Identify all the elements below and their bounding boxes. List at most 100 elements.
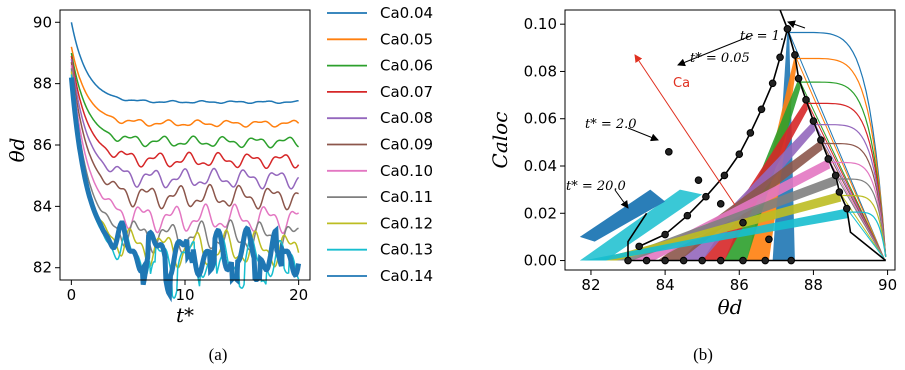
panel-b-marker (720, 171, 729, 180)
panel-b-marker (787, 256, 795, 265)
ca-arrow-label: Ca (673, 76, 690, 91)
panel-b-xtick-label: 84 (656, 276, 675, 294)
panel-a-legend-label: Ca0.10 (380, 162, 433, 180)
panel-a-xtick-label: 10 (175, 286, 194, 304)
panel-b-envelope-9 (846, 211, 887, 258)
panel-b-marker (679, 256, 688, 265)
panel-b-marker (794, 74, 803, 83)
panel-b-marker (661, 230, 669, 239)
panel-b-marker (831, 171, 840, 180)
ca-arrow (634, 54, 736, 206)
panel-a-xlabel: t* (176, 303, 194, 327)
panel-b-band-cyan (579, 189, 703, 261)
panel-a-legend-label: Ca0.09 (380, 136, 433, 154)
panel-a-legend: Ca0.04 Ca0.05 Ca0.06 Ca0.07 Ca0.08 Ca0.09 Ca0.… (327, 4, 433, 285)
panel-b-envelope-2 (798, 81, 887, 258)
panel-b-marker (783, 25, 792, 33)
panel-a-ytick-label: 90 (33, 13, 52, 31)
panel-b-ytick-label: 0.00 (524, 252, 557, 270)
panel-a-xtick-label: 0 (67, 286, 77, 304)
panel-b-marker (694, 176, 703, 184)
panel-b-marker (824, 155, 833, 163)
panel-b-marker (757, 105, 766, 114)
panel-b-ytick-label: 0.04 (524, 157, 557, 175)
panel-a-line-ca0.14 (68, 77, 302, 303)
t-eps-arrow (677, 34, 754, 67)
panel-b-envelope-7 (835, 178, 887, 258)
panel-b-marker (746, 129, 755, 137)
panel-b-marker (735, 150, 744, 158)
t-20-arrow (614, 189, 629, 209)
panel-a-legend-label: Ca0.07 (380, 83, 433, 101)
panel-b-decay-9 (846, 208, 885, 259)
panel-b-points (624, 25, 851, 265)
t-eps-label: tϵ = 1. (740, 29, 784, 44)
panel-a-ytick-label: 84 (33, 197, 52, 215)
panel-b-band-8 (594, 192, 842, 261)
panel-b-decay-7 (835, 175, 885, 259)
panel-b-ticks: 82 84 86 88 90 0.00 0.02 0.04 0.06 0.08 0.10 (524, 15, 898, 294)
panel-b-ytick-label: 0.10 (524, 15, 557, 33)
panel-b-envelope-1 (794, 57, 887, 258)
panel-b-ytick-label: 0.06 (524, 110, 557, 128)
panel-b-marker (739, 218, 747, 227)
panel-b-marker (761, 256, 770, 265)
panel-b-envelope-0 (787, 31, 887, 258)
panel-b-marker (802, 96, 810, 104)
t-2-arrow (627, 127, 659, 142)
panel-b-band-7 (609, 175, 838, 261)
t-005-label: t* = 0.05 (690, 51, 750, 66)
panel-a-series-group (68, 22, 302, 303)
panel-b-marker (768, 79, 777, 88)
panel-a-line-ca0.04 (70, 22, 299, 105)
panel-a-ticks: 0 10 20 82 84 86 88 90 (33, 13, 308, 304)
panel-b-xtick-label: 86 (730, 276, 749, 294)
panel-a-ylabel: θd (5, 138, 29, 163)
panel-b-envelope-8 (839, 194, 887, 258)
panel-b-marker (842, 204, 851, 213)
panel-b-band-blue (579, 189, 666, 242)
panel-b-envelope-5 (820, 142, 887, 258)
panel-a-ytick-label: 88 (33, 75, 52, 93)
panel-b-marker (716, 256, 725, 265)
panel-a-ytick-label: 82 (33, 259, 52, 277)
panel-a-legend-label: Ca0.04 (380, 4, 433, 22)
panel-b-marker (624, 256, 632, 265)
panel-a-line-ca0.10 (70, 65, 300, 235)
panel-b-marker (835, 188, 844, 196)
panel-b-marker (665, 148, 673, 156)
panel-b-ytick-label: 0.02 (524, 204, 557, 222)
panel-b-decay-8 (838, 191, 885, 259)
panel-b-marker (683, 211, 692, 220)
panel-a-legend-label: Ca0.06 (380, 57, 433, 75)
panel-a-legend-label: Ca0.05 (380, 30, 433, 48)
panel-b-ytick-label: 0.08 (524, 62, 557, 80)
panel-a-legend-label: Ca0.13 (380, 241, 433, 259)
panel-a-line-ca0.07 (70, 55, 300, 170)
panel-a-ytick-label: 86 (33, 136, 52, 154)
panel-b-marker (791, 51, 799, 59)
panel-b-marker (642, 256, 651, 265)
panel-b-ylabel: Caloc (488, 112, 512, 169)
panel-b-decay-1 (794, 54, 885, 259)
panel-a-line-ca0.08 (70, 58, 300, 190)
panel-a-xtick-label: 20 (289, 286, 308, 304)
panel-b-envelope-6 (828, 161, 887, 258)
t-005-arrow (787, 20, 806, 29)
t-20-label: t* = 20.0 (566, 179, 626, 194)
panel-b-marker (765, 235, 773, 244)
panel-b-frame (564, 9, 896, 271)
panel-b-xlabel: θd (718, 295, 743, 319)
panel-b-envelope-4 (813, 124, 887, 258)
panel-a-legend-label: Ca0.08 (380, 109, 433, 127)
panel-a-legend-label: Ca0.12 (380, 214, 433, 232)
panel-b-marker (635, 242, 643, 251)
t-2-label: t* = 2.0 (585, 117, 637, 132)
panel-b-xtick-label: 82 (581, 276, 600, 294)
panel-a-line-ca0.05 (70, 46, 300, 128)
panel-b-xtick-label: 90 (878, 276, 897, 294)
panel-b-marker (716, 200, 725, 208)
panel-b-marker (809, 117, 818, 125)
caption-b: (b) (693, 345, 713, 364)
